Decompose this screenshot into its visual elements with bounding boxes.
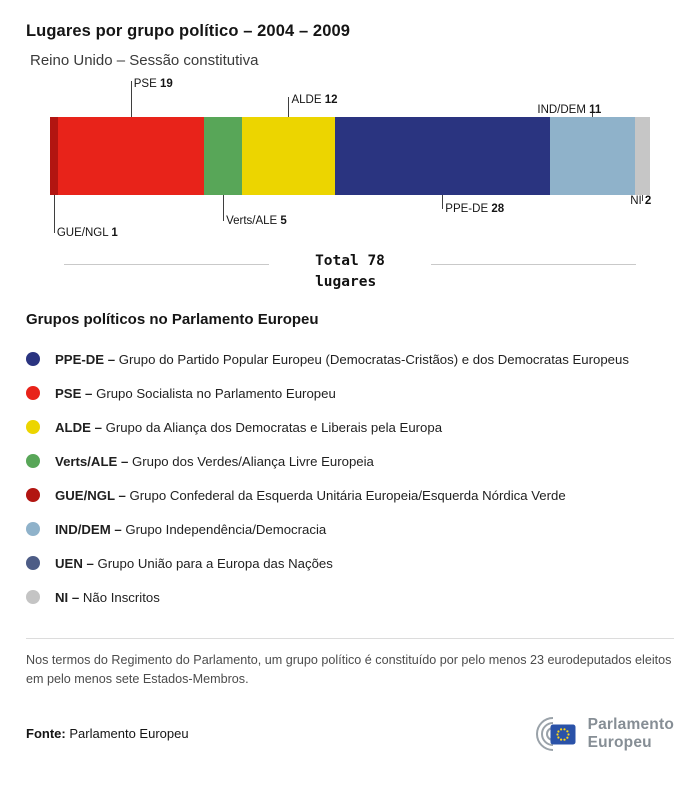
callout-line-alde [288, 97, 290, 117]
page-title: Lugares por grupo político – 2004 – 2009 [26, 22, 351, 40]
legend-heading: Grupos políticos no Parlamento Europeu [26, 311, 319, 329]
divider [26, 638, 674, 640]
legend-text-pse: PSE – Grupo Socialista no Parlamento Eur… [55, 385, 336, 401]
legend-text-alde: ALDE – Grupo da Aliança dos Democratas e… [55, 419, 443, 435]
legend-dot-ni [26, 590, 40, 605]
stacked-bar: GUE/NGL 1 PSE 19 Verts/ALE 5 ALDE 12 PPE-DE … [50, 78, 651, 239]
legend-dot-ind-dem [26, 522, 40, 537]
bar-label-alde: ALDE 12 [291, 94, 338, 106]
callout-line-ppe-de [442, 195, 444, 209]
callout-line-ind-dem [592, 107, 594, 117]
total-line2: lugares [315, 274, 377, 291]
source: Fonte: Parlamento Europeu [26, 726, 189, 741]
legend-item-uen: UEN – Grupo União para a Europa das Naçõ… [26, 546, 674, 580]
source-label: Fonte: [26, 726, 66, 742]
bar-segment-verts-ale [203, 117, 243, 195]
legend-dot-alde [26, 420, 40, 435]
legend-dot-ppe-de [26, 352, 40, 367]
legend-item-ind-dem: IND/DEM – Grupo Independência/Democracia [26, 512, 674, 546]
legend-list: PPE-DE – Grupo do Partido Popular Europe… [26, 342, 674, 614]
legend-dot-uen [26, 556, 40, 571]
callout-line-gue-ngl [53, 195, 55, 233]
bar-label-ind-dem: IND/DEM 11 [537, 104, 602, 116]
legend-item-ppe-de: PPE-DE – Grupo do Partido Popular Europe… [26, 342, 674, 376]
ep-logo-mark [535, 716, 576, 751]
legend-text-verts-ale: Verts/ALE – Grupo dos Verdes/Aliança Liv… [55, 453, 374, 469]
total-row: Total 78 lugares [64, 251, 636, 293]
total-line1: Total 78 [315, 253, 385, 269]
legend-dot-verts-ale [26, 454, 40, 469]
ep-logo: Parlamento Europeu [525, 715, 674, 753]
legend-item-ni: NI – Não Inscritos [26, 580, 674, 614]
infographic: Lugares por grupo político – 2004 – 2009… [26, 22, 674, 753]
source-text: Parlamento Europeu [69, 726, 189, 742]
bar-segment-gue-ngl [50, 117, 58, 195]
eu-flag-stars [555, 728, 570, 741]
bar-label-verts-ale: Verts/ALE 5 [226, 215, 287, 227]
chart-area: GUE/NGL 1 PSE 19 Verts/ALE 5 ALDE 12 PPE-DE … [26, 78, 674, 239]
ep-logo-line2: Europeu [587, 733, 652, 751]
legend-text-gue-ngl: GUE/NGL – Grupo Confederal da Esquerda U… [55, 487, 566, 503]
ep-logo-text: Parlamento Europeu [588, 716, 674, 752]
legend-item-pse: PSE – Grupo Socialista no Parlamento Eur… [26, 376, 674, 410]
page-subtitle: Reino Unido – Sessão constitutiva [30, 52, 259, 69]
legend-item-verts-ale: Verts/ALE – Grupo dos Verdes/Aliança Liv… [26, 444, 674, 478]
legend-item-gue-ngl: GUE/NGL – Grupo Confederal da Esquerda U… [26, 478, 674, 512]
callout-line-pse [130, 81, 132, 117]
callout-line-ni [642, 195, 644, 201]
ep-logo-line1: Parlamento [587, 715, 674, 733]
legend-text-ppe-de: PPE-DE – Grupo do Partido Popular Europe… [55, 351, 629, 367]
bar-segment-ni [634, 117, 650, 195]
total-rule-right [430, 264, 636, 265]
callout-line-verts-ale [223, 195, 225, 221]
bar-label-ppe-de: PPE-DE 28 [445, 203, 505, 215]
bar-label-ni: NI 2 [630, 195, 652, 207]
bar-segment-ppe-de [334, 117, 550, 195]
legend-item-alde: ALDE – Grupo da Aliança dos Democratas e… [26, 410, 674, 444]
bar-segment-ind-dem [550, 117, 635, 195]
legend-dot-gue-ngl [26, 488, 40, 503]
footer-row: Fonte: Parlamento Europeu [26, 715, 674, 753]
total-label: Total 78 lugares [269, 251, 431, 293]
legend-text-ni: NI – Não Inscritos [55, 589, 160, 605]
total-rule-left [64, 264, 270, 265]
bar-segment-alde [242, 117, 335, 195]
eu-flag [550, 724, 576, 745]
bar-label-gue-ngl: GUE/NGL 1 [56, 227, 118, 239]
bar-label-pse: PSE 19 [133, 78, 173, 90]
legend-dot-pse [26, 386, 40, 401]
legend-text-uen: UEN – Grupo União para a Europa das Naçõ… [55, 555, 333, 571]
footnote: Nos termos do Regimento do Parlamento, u… [26, 653, 672, 686]
legend-text-ind-dem: IND/DEM – Grupo Independência/Democracia [55, 521, 327, 537]
bar-segment-pse [57, 117, 204, 195]
